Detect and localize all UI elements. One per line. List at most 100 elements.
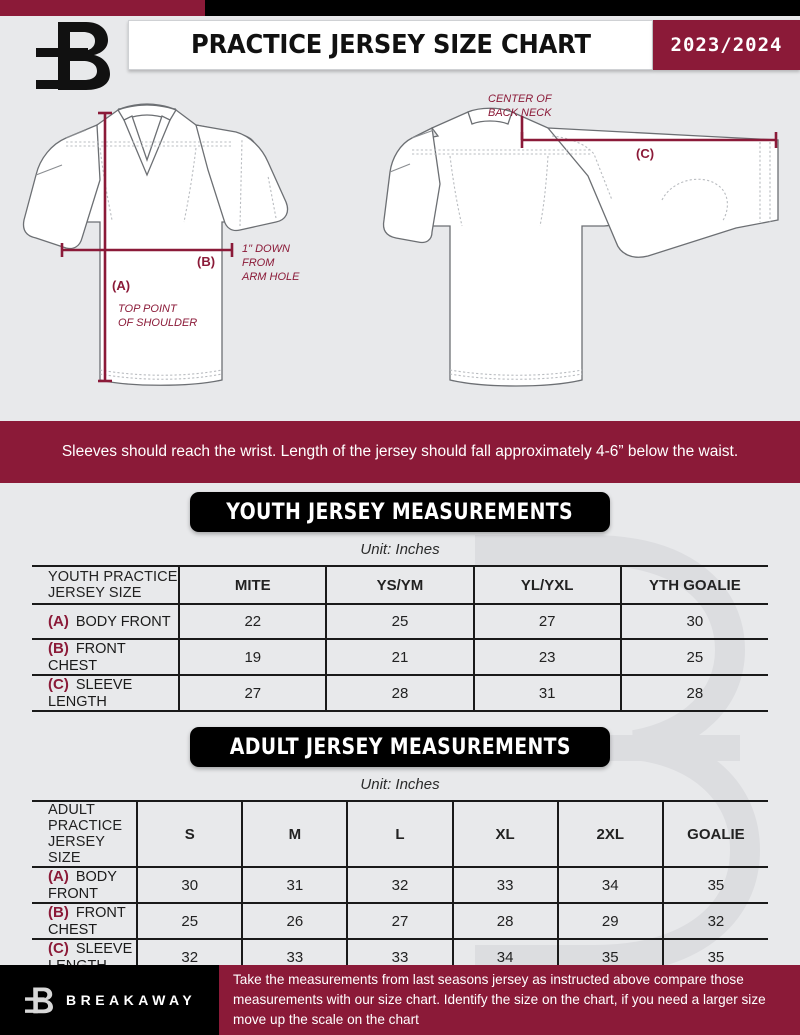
column-header-s: S (136, 800, 243, 868)
row-name: BODY FRONT (75, 614, 171, 630)
page-header: PRACTICE JERSEY SIZE CHART 2023/2024 (0, 16, 800, 90)
top-bar-maroon-segment (0, 0, 205, 16)
back-jersey-illustration: (C) CENTER OF BACK NECK (382, 93, 779, 387)
table-row: (C) SLEEVE LENGTH 27 28 31 28 (32, 675, 768, 712)
cell-value: 33 (451, 867, 558, 904)
footer-brand-block: BREAKAWAY (0, 965, 219, 1035)
column-header-size: YOUTH PRACTICE JERSEY SIZE (32, 565, 180, 605)
table-header-row: YOUTH PRACTICE JERSEY SIZE MITE YS/YM YL… (32, 565, 768, 605)
row-name: BODY FRONT (48, 869, 117, 902)
column-header-size: ADULT PRACTICE JERSEY SIZE (32, 800, 138, 868)
column-header-m: M (241, 800, 348, 868)
cell-value: 26 (241, 903, 348, 940)
cell-value: 28 (619, 675, 768, 712)
cell-value: 32 (346, 867, 453, 904)
page-title-box: PRACTICE JERSEY SIZE CHART (128, 20, 653, 70)
row-code: (C) (48, 676, 69, 693)
front-jersey-illustration: (B) (A) TOP POINT OF SHOULDER 1" DOWN FR… (22, 103, 300, 386)
row-label-cell: (A) BODY FRONT (32, 604, 180, 640)
top-accent-bar (0, 0, 800, 16)
cell-value: 19 (178, 639, 327, 676)
footer-instruction-text: Take the measurements from last seasons … (233, 972, 766, 1027)
cell-value: 28 (451, 903, 558, 940)
label-b-code: (B) (197, 254, 215, 269)
row-label-cell: (B) FRONT CHEST (32, 903, 138, 940)
footer-brand-name: BREAKAWAY (66, 992, 197, 1008)
cell-value: 25 (136, 903, 243, 940)
cell-value: 31 (472, 675, 621, 712)
instruction-banner: Sleeves should reach the wrist. Length o… (0, 421, 800, 483)
row-name: SLEEVE LENGTH (48, 677, 133, 710)
youth-section-title: YOUTH JERSEY MEASUREMENTS (226, 499, 574, 525)
column-header-2xl: 2XL (556, 800, 663, 868)
column-header-goalie: GOALIE (661, 800, 768, 868)
row-name: FRONT CHEST (48, 641, 126, 674)
youth-section: YOUTH JERSEY MEASUREMENTS Unit: Inches Y… (0, 492, 800, 712)
table-row: (B) FRONT CHEST 19 21 23 25 (32, 639, 768, 676)
row-code: (B) (48, 640, 69, 657)
row-code: (A) (48, 613, 69, 630)
column-header-yth-goalie: YTH GOALIE (619, 565, 768, 605)
cell-value: 21 (325, 639, 474, 676)
cell-value: 23 (472, 639, 621, 676)
cell-value: 30 (136, 867, 243, 904)
label-a-code: (A) (112, 278, 130, 293)
cell-value: 30 (619, 604, 768, 640)
cell-value: 25 (619, 639, 768, 676)
row-label-cell: (A) BODY FRONT (32, 867, 138, 904)
table-header-row: ADULT PRACTICE JERSEY SIZE S M L XL 2XL … (32, 800, 768, 868)
table-row: (A) BODY FRONT 22 25 27 30 (32, 604, 768, 640)
adult-section-title: ADULT JERSEY MEASUREMENTS (229, 734, 571, 760)
label-b-line1: 1" DOWN (242, 243, 290, 255)
cell-value: 35 (661, 867, 768, 904)
page-footer: BREAKAWAY Take the measurements from las… (0, 965, 800, 1035)
label-c-code: (C) (636, 146, 654, 161)
youth-measurements-table: YOUTH PRACTICE JERSEY SIZE MITE YS/YM YL… (32, 565, 768, 712)
cell-value: 22 (178, 604, 327, 640)
row-code: (B) (48, 904, 69, 921)
row-code: (A) (48, 868, 69, 885)
cell-value: 32 (661, 903, 768, 940)
top-bar-black-segment (205, 0, 800, 16)
column-header-ysym: YS/YM (325, 565, 474, 605)
column-header-xl: XL (451, 800, 558, 868)
label-b-line2: FROM (242, 257, 275, 269)
cell-value: 29 (556, 903, 663, 940)
label-c-line2: BACK NECK (488, 107, 552, 119)
cell-value: 27 (178, 675, 327, 712)
season-year-box: 2023/2024 (653, 20, 800, 70)
page-title: PRACTICE JERSEY SIZE CHART (190, 30, 591, 60)
cell-value: 25 (325, 604, 474, 640)
label-b-line3: ARM HOLE (241, 271, 300, 283)
row-label-cell: (C)SLEEVE LENGTH (32, 675, 180, 712)
cell-value: 27 (346, 903, 453, 940)
label-a-line2: OF SHOULDER (118, 317, 197, 329)
table-row: (A) BODY FRONT 30 31 32 33 34 35 (32, 867, 768, 904)
youth-section-badge: YOUTH JERSEY MEASUREMENTS (190, 492, 610, 532)
adult-section-badge: ADULT JERSEY MEASUREMENTS (190, 727, 610, 767)
column-header-ylyxl: YL/YXL (472, 565, 621, 605)
footer-instruction-block: Take the measurements from last seasons … (219, 965, 800, 1035)
instruction-banner-text: Sleeves should reach the wrist. Length o… (61, 443, 739, 460)
breakaway-b-logo-icon (22, 979, 56, 1021)
youth-unit-label: Unit: Inches (360, 541, 440, 558)
table-row: (B) FRONT CHEST 25 26 27 28 29 32 (32, 903, 768, 940)
adult-section: ADULT JERSEY MEASUREMENTS Unit: Inches A… (0, 727, 800, 976)
adult-unit-label: Unit: Inches (360, 776, 440, 793)
season-year-label: 2023/2024 (670, 34, 783, 56)
cell-value: 34 (556, 867, 663, 904)
column-header-mite: MITE (178, 565, 327, 605)
cell-value: 31 (241, 867, 348, 904)
cell-value: 27 (472, 604, 621, 640)
row-code: (C) (48, 940, 69, 957)
adult-measurements-table: ADULT PRACTICE JERSEY SIZE S M L XL 2XL … (32, 800, 768, 976)
label-a-line1: TOP POINT (118, 303, 178, 315)
jersey-diagram: .body { fill:#ffffff; stroke:#6c6f73; st… (0, 80, 800, 415)
label-c-line1: CENTER OF (488, 93, 553, 105)
column-header-l: L (346, 800, 453, 868)
cell-value: 28 (325, 675, 474, 712)
breakaway-b-logo-icon (28, 18, 118, 92)
row-label-cell: (B) FRONT CHEST (32, 639, 180, 676)
row-name: FRONT CHEST (48, 905, 126, 938)
